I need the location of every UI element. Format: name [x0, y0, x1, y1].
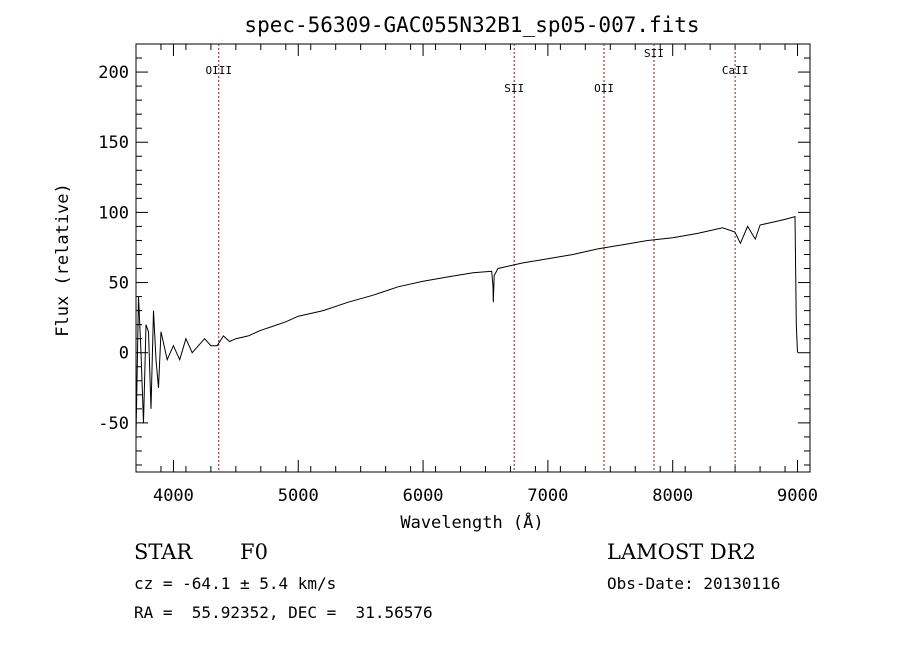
y-tick-label: 200	[98, 63, 129, 83]
x-tick-label: 4000	[153, 486, 194, 506]
x-tick-label: 9000	[777, 486, 818, 506]
spectral-line-label: SII	[504, 82, 524, 95]
ticks-layer: 4000 5000 6000 7000 8000 9000 -50 0 50 100 150 200	[98, 43, 818, 506]
spectral-line-label: CaII	[722, 64, 749, 77]
cz-label: cz = -64.1 ± 5.4 km/s	[134, 574, 337, 593]
chart-title: spec-56309-GAC055N32B1_sp05-007.fits	[244, 13, 699, 37]
x-tick-label: 8000	[652, 486, 693, 506]
radec-label: RA = 55.92352, DEC = 31.56576	[134, 603, 433, 622]
y-tick-label: 50	[109, 274, 129, 294]
y-tick-label: 150	[98, 133, 129, 153]
x-tick-label: 7000	[527, 486, 568, 506]
series-layer	[135, 215, 798, 437]
y-tick-label: 100	[98, 203, 129, 223]
obs-date-label: Obs-Date: 20130116	[607, 574, 781, 593]
subclass-label: F0	[240, 540, 268, 564]
spectral-line-label: SII	[644, 47, 664, 60]
object-class-label: STAR	[134, 540, 193, 564]
x-axis-label: Wavelength (Å)	[400, 511, 543, 533]
y-tick-label: 0	[119, 344, 129, 364]
spectral-line-label: OII	[594, 82, 614, 95]
x-tick-label: 6000	[403, 486, 444, 506]
y-tick-label: -50	[98, 414, 129, 434]
x-tick-label: 5000	[278, 486, 319, 506]
y-axis-label: Flux (relative)	[53, 183, 73, 337]
spectral-line-label: OIII	[206, 64, 233, 77]
spectral-lines-layer: OIII SII OII SII CaII	[206, 44, 749, 472]
spectrum-series-line	[135, 215, 798, 437]
plot-frame	[135, 43, 811, 473]
survey-label: LAMOST DR2	[607, 540, 756, 564]
